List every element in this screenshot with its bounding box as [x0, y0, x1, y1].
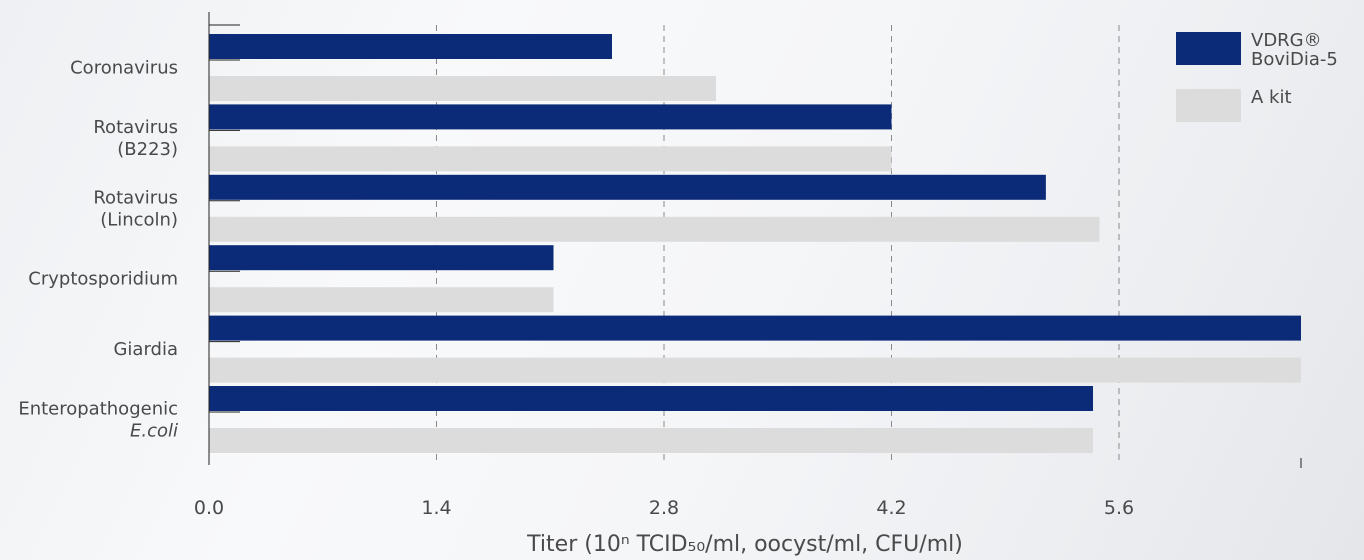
x-axis-title: Titer (10ⁿ TCID₅₀/ml, oocyst/ml, CFU/ml) [526, 532, 963, 557]
bars [209, 34, 1301, 453]
legend-label: A kit [1251, 87, 1292, 108]
category-label: Rotavirus [93, 117, 178, 138]
legend-swatch [1176, 89, 1241, 122]
category-label: E.coli [130, 421, 178, 442]
x-tick-label: 4.2 [876, 497, 906, 519]
category-label: Rotavirus [93, 187, 178, 208]
legend-swatch [1176, 32, 1241, 65]
category-label: (Lincoln) [100, 209, 178, 230]
axes [208, 12, 1302, 468]
x-tick-label: 2.8 [649, 497, 679, 519]
bar-a-kit [209, 76, 716, 101]
bar-a-kit [209, 146, 892, 172]
bar-vdrg [209, 315, 1301, 341]
bar-a-kit [209, 428, 1093, 453]
x-tick-label: 0.0 [194, 497, 224, 519]
x-tick-label: 1.4 [421, 497, 451, 519]
bar-vdrg [209, 174, 1046, 200]
category-label: Enteropathogenic [18, 399, 178, 420]
bar-a-kit [209, 216, 1100, 242]
legend-label: BoviDia-5 [1251, 49, 1338, 70]
legend: VDRG®BoviDia-5 A kit [1176, 30, 1338, 122]
x-tick-labels: 0.0 1.4 2.8 4.2 5.6 [194, 497, 1134, 519]
bar-vdrg [209, 34, 612, 59]
bar-a-kit [209, 357, 1301, 383]
category-label: (B223) [117, 139, 178, 160]
bar-vdrg [209, 104, 892, 130]
bar-vdrg [209, 245, 554, 271]
category-label: Cryptosporidium [28, 269, 178, 290]
category-label: Giardia [113, 339, 178, 360]
bar-vdrg [209, 386, 1093, 411]
category-label: Coronavirus [70, 58, 178, 79]
x-tick-label: 5.6 [1104, 497, 1134, 519]
category-labels: CoronavirusRotavirus(B223)Rotavirus(Linc… [18, 58, 178, 442]
bar-a-kit [209, 287, 554, 313]
legend-label: VDRG® [1251, 30, 1322, 51]
